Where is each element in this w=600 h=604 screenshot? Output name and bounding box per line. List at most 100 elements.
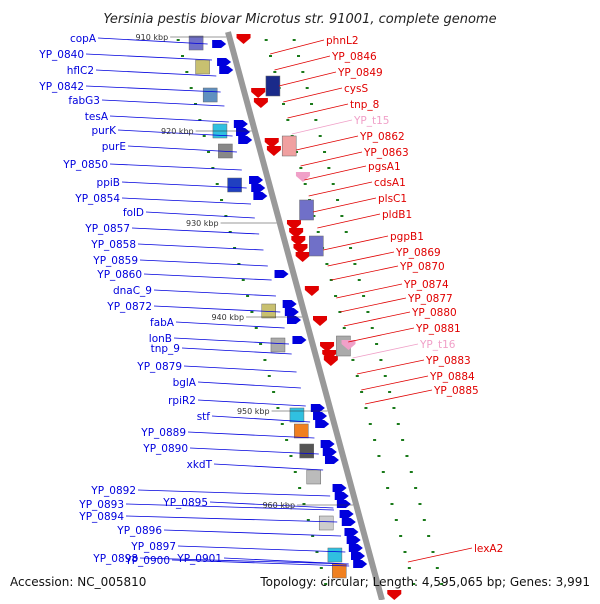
gene-leader-line [291,119,353,135]
gene-leader-line [197,399,306,407]
tick-dot [355,375,359,377]
reverse-gene-arrow [320,342,335,352]
tick-dots-layer [176,39,444,585]
reverse-gene-arrow [323,356,338,366]
reverse-gene-arrow [295,252,310,262]
forward-gene-arrow [219,66,234,74]
tick-dot [318,135,322,137]
tick-dot [319,567,323,569]
tick-dot [331,183,335,185]
pseudo-gene-arrow [295,172,310,182]
tick-dot [409,471,413,473]
tick-dot [312,215,316,217]
tick-dot [198,119,202,121]
gene-label: stf [197,411,211,423]
tick-dot [329,279,333,281]
tick-dot [202,135,206,137]
gene-block [299,443,314,459]
gene-block [306,469,322,485]
tick-dot [185,71,189,73]
gene-label: YP_0860 [96,269,142,281]
forward-gene-arrow [249,176,264,184]
gene-leader-line [308,181,373,197]
tick-dot [349,247,353,249]
gene-leader-line [121,181,247,189]
gene-leader-line [145,211,255,219]
tick-dot [427,535,431,537]
gene-label: lexA2 [474,543,503,555]
tick-dot [324,583,328,585]
accession-text: Accession: NC_005810 [10,575,146,589]
tick-dot [360,391,364,393]
tick-dot [412,583,416,585]
gene-leader-line [131,227,260,235]
tick-dot [375,343,379,345]
gene-label: YP_0881 [415,323,461,335]
gene-label: pldB1 [382,209,412,221]
forward-gene-arrow [322,448,337,456]
tick-dot [194,103,198,105]
gene-leader-line [137,243,264,251]
forward-gene-arrow [253,192,268,200]
gene-leader-line [153,305,281,313]
gene-leader-line [304,165,367,181]
tick-dot [233,247,237,249]
gene-leader-line [361,375,429,391]
gene-label: YP_0859 [92,255,138,267]
gene-leader-line [327,251,395,267]
gene-leader-line [343,311,411,327]
tick-dot [285,439,289,441]
gene-label: YP_0850 [62,159,108,171]
gene-label: YP_0872 [106,301,152,313]
gene-label: YP_0900 [124,555,170,567]
gene-label: YP_0880 [411,307,457,319]
reverse-gene-arrow [286,220,301,230]
forward-gene-arrow [315,420,330,428]
tick-dot [263,359,267,361]
gene-label: YP_0863 [363,147,409,159]
gene-label: YP_0901 [176,553,222,565]
gene-label: folD [123,207,144,219]
gene-leader-line [139,259,268,267]
gene-leader-line [189,447,319,455]
forward-gene-arrow [217,58,232,66]
kbp-tick-label: 930 kbp [186,219,219,228]
reverse-gene-arrow [304,286,319,296]
gene-leader-line [117,129,233,137]
gene-leader-line [278,71,337,87]
forward-gene-arrow [339,510,354,518]
gene-leader-line [336,283,403,299]
tick-dot [215,183,219,185]
gene-leader-line [109,163,242,171]
tick-dot [224,215,228,217]
forward-gene-arrow [344,528,359,536]
tick-dot [254,327,258,329]
labels-layer: copA YP_0840 hflC2 YP_0842 fabG3 tesA purK purE… [38,33,503,567]
label-lines-layer [85,37,473,567]
map-title: Yersinia pestis biovar Microtus str. 910… [103,12,496,27]
gene-block [270,337,286,353]
gene-leader-line [213,463,324,471]
tick-dot [407,567,411,569]
tick-dot [299,167,303,169]
gene-leader-line [312,197,377,213]
gene-leader-line [287,103,349,119]
gene-leader-line [187,431,315,439]
tick-dot [207,151,211,153]
forward-gene-arrow [212,40,227,48]
gene-label: YP_0892 [90,485,136,497]
gene-label: YP_0883 [425,355,471,367]
gene-label: tnp_8 [350,99,379,111]
gene-label: YP_0840 [38,49,84,61]
tick-dot [272,391,276,393]
gene-leader-line [197,381,301,389]
tick-dot [403,551,407,553]
gene-leader-line [340,297,407,313]
gene-leader-line [163,529,342,537]
tick-dot [282,103,286,105]
gene-label: tesA [85,111,109,123]
gene-label: YP_0874 [403,279,449,291]
tick-dot [315,551,319,553]
